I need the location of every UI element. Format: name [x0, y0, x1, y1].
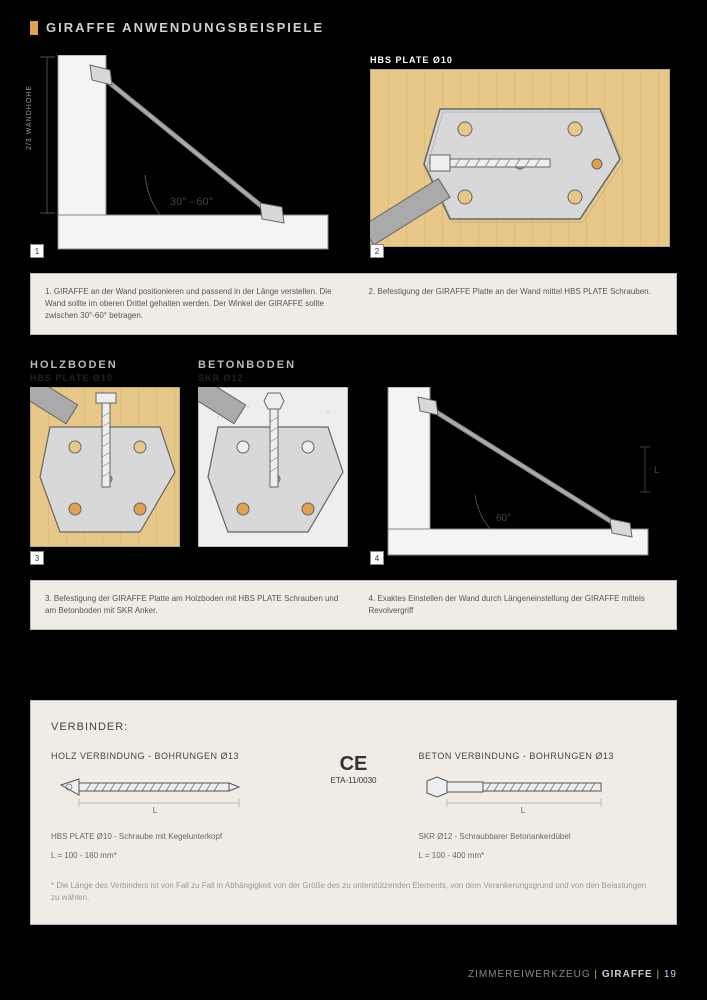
holz-column: HOLZ VERBINDUNG - BOHRUNGEN Ø13 — [51, 751, 289, 860]
skr-sub: SKR Ø12 — [198, 373, 348, 383]
verbinder-footnote: * Die Länge des Verbinders ist von Fall … — [51, 880, 656, 904]
holz-head: HOLZ VERBINDUNG - BOHRUNGEN Ø13 — [51, 751, 289, 761]
beton-column: BETON VERBINDUNG - BOHRUNGEN Ø13 — [419, 751, 657, 860]
hbs-screw-svg: L — [51, 769, 251, 817]
caption-3: 3. Befestigung der GIRAFFE Platte am Hol… — [45, 593, 339, 617]
skr-desc: SKR Ø12 - Schraubbarer Betonankerdübel — [419, 832, 657, 841]
figure-4: L 60° 4 — [370, 359, 670, 562]
section-title: GIRAFFE ANWENDUNGSBEISPIELE — [46, 20, 324, 35]
footer-page-number: 19 — [664, 969, 677, 980]
ce-mark-box: CE ETA-11/0030 — [319, 751, 389, 860]
holzboden-svg — [30, 387, 180, 547]
ce-code: ETA-11/0030 — [319, 776, 389, 785]
hbs-len: L = 100 - 180 mm* — [51, 851, 289, 860]
hbs-desc: HBS PLATE Ø10 - Schraube mit Kegelunterk… — [51, 832, 289, 841]
wandhohe-label: 2/3 WANDHÖHE — [26, 85, 33, 150]
figure-3: HOLZBODEN HBS PLATE Ø10 — [30, 359, 350, 562]
holzboden-head: HOLZBODEN — [30, 359, 180, 371]
footer-separator-1: | — [594, 969, 601, 980]
footer-separator-2: | — [656, 969, 663, 980]
svg-text:60°: 60° — [496, 513, 511, 524]
figure-1: 2/3 WANDHÖHE 30° - 60° 1 — [30, 55, 350, 255]
svg-text:L: L — [654, 465, 660, 476]
figure-number-1: 1 — [30, 244, 44, 258]
skr-screw-svg: L — [419, 769, 619, 817]
caption-4: 4. Exaktes Einstellen der Wand durch Län… — [369, 593, 663, 617]
verbinder-title: VERBINDER: — [51, 721, 656, 733]
skr-len: L = 100 - 400 mm* — [419, 851, 657, 860]
figure-2-svg — [370, 69, 670, 247]
page-footer: ZIMMEREIWERKZEUG | GIRAFFE | 19 — [468, 969, 677, 980]
footer-product: GIRAFFE — [602, 969, 653, 980]
caption-1: 1. GIRAFFE an der Wand positionieren und… — [45, 286, 339, 322]
verbinder-box: VERBINDER: HOLZ VERBINDUNG - BOHRUNGEN Ø… — [30, 700, 677, 925]
figure-number-4: 4 — [370, 551, 384, 565]
ce-mark-icon: CE — [319, 753, 389, 776]
betonboden-head: BETONBODEN — [198, 359, 348, 371]
accent-bar — [30, 21, 38, 35]
figure-number-2: 2 — [370, 244, 384, 258]
figure-1-svg: 30° - 60° — [30, 55, 350, 250]
caption-box-2: 3. Befestigung der GIRAFFE Platte am Hol… — [30, 580, 677, 630]
figure-number-3: 3 — [30, 551, 44, 565]
caption-box-1: 1. GIRAFFE an der Wand positionieren und… — [30, 273, 677, 335]
svg-text:L: L — [520, 806, 525, 815]
figure-2: HBS PLATE Ø10 — [370, 55, 670, 255]
footer-category: ZIMMEREIWERKZEUG — [468, 969, 591, 980]
figure-4-svg: L 60° — [370, 387, 670, 557]
caption-2: 2. Befestigung der GIRAFFE Platte an der… — [369, 286, 663, 322]
beton-head: BETON VERBINDUNG - BOHRUNGEN Ø13 — [419, 751, 657, 761]
betonboden-svg — [198, 387, 348, 547]
section-header: GIRAFFE ANWENDUNGSBEISPIELE — [30, 20, 677, 35]
hbs-sub: HBS PLATE Ø10 — [30, 373, 180, 383]
angle-text: 30° - 60° — [170, 196, 213, 208]
svg-text:L: L — [153, 806, 158, 815]
plate-label-top: HBS PLATE Ø10 — [370, 55, 670, 65]
